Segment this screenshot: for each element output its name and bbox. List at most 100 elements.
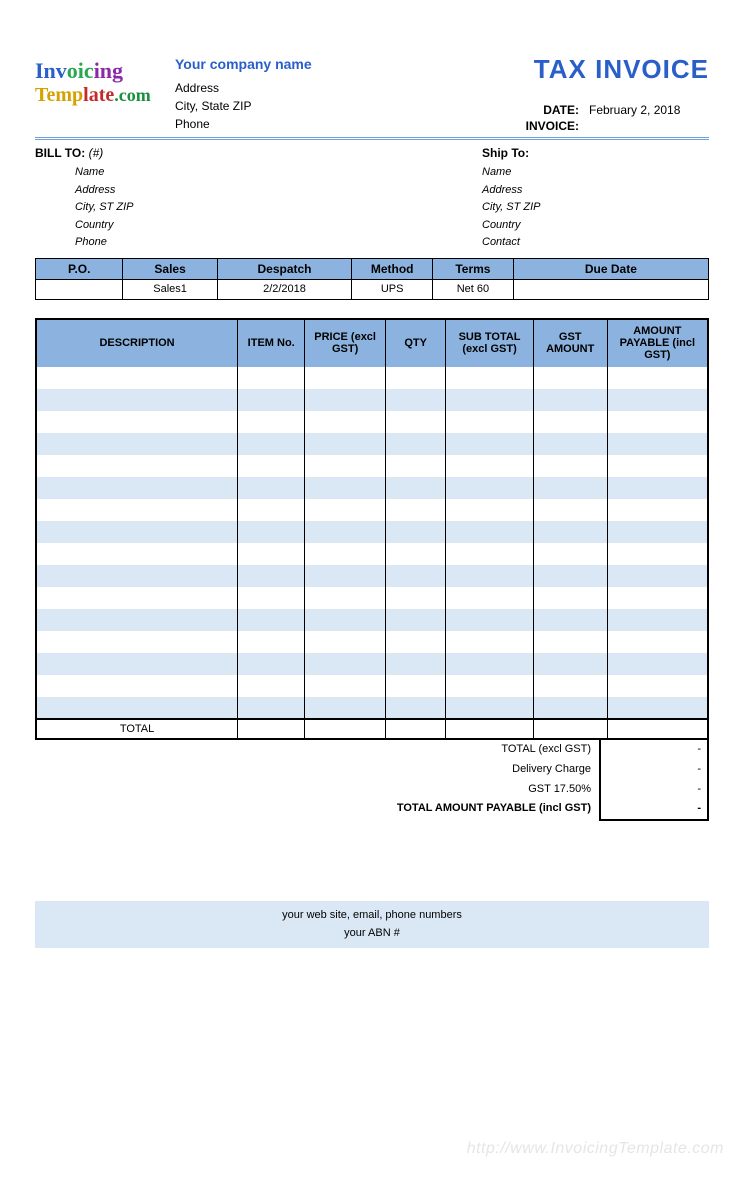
order-header: Despatch [217, 258, 352, 279]
ship-to-block: Ship To: NameAddressCity, ST ZIPCountryC… [372, 146, 709, 252]
item-cell [305, 499, 386, 521]
table-row [36, 367, 708, 389]
item-cell [385, 565, 445, 587]
item-cell [36, 565, 238, 587]
table-row [36, 455, 708, 477]
item-cell [607, 455, 708, 477]
summary-row: TOTAL AMOUNT PAYABLE (incl GST)- [35, 799, 709, 821]
item-cell [238, 433, 305, 455]
summary-label: GST 17.50% [528, 780, 599, 800]
date-label: DATE: [526, 103, 579, 117]
item-cell [607, 433, 708, 455]
item-cell [238, 653, 305, 675]
logo-text: oic [67, 58, 94, 83]
item-cell [446, 411, 533, 433]
item-cell [36, 631, 238, 653]
item-cell [305, 631, 386, 653]
order-info-table: P.O.SalesDespatchMethodTermsDue Date Sal… [35, 258, 709, 300]
total-cell [305, 719, 386, 739]
footer-line1: your web site, email, phone numbers [35, 907, 709, 925]
item-cell [305, 367, 386, 389]
order-cell [36, 279, 123, 299]
items-header: ITEM No. [238, 319, 305, 367]
item-cell [446, 499, 533, 521]
item-cell [36, 389, 238, 411]
item-cell [607, 587, 708, 609]
logo-text: ing [94, 58, 123, 83]
item-cell [533, 543, 607, 565]
item-cell [533, 477, 607, 499]
item-cell [446, 631, 533, 653]
item-cell [238, 565, 305, 587]
item-cell [238, 521, 305, 543]
summary-label: TOTAL (excl GST) [501, 740, 599, 760]
item-cell [36, 411, 238, 433]
ship-to-field: Name [372, 164, 709, 182]
item-cell [533, 499, 607, 521]
date-value: February 2, 2018 [589, 103, 709, 117]
table-row [36, 411, 708, 433]
table-row [36, 433, 708, 455]
table-row [36, 697, 708, 719]
header-divider [35, 137, 709, 140]
summary-row: Delivery Charge- [35, 760, 709, 780]
summary-value: - [599, 760, 709, 780]
item-cell [385, 609, 445, 631]
item-cell [238, 367, 305, 389]
item-cell [238, 675, 305, 697]
bill-to-field: City, ST ZIP [35, 199, 372, 217]
item-cell [385, 587, 445, 609]
bill-to-field: Address [35, 182, 372, 200]
item-cell [305, 609, 386, 631]
company-info: Your company name Address City, State ZI… [175, 50, 516, 133]
item-cell [607, 477, 708, 499]
item-cell [385, 653, 445, 675]
item-cell [36, 697, 238, 719]
item-cell [36, 543, 238, 565]
order-header: P.O. [36, 258, 123, 279]
item-cell [533, 411, 607, 433]
item-cell [446, 587, 533, 609]
item-cell [533, 521, 607, 543]
item-cell [305, 411, 386, 433]
table-row [36, 675, 708, 697]
item-cell [385, 389, 445, 411]
company-address: Address [175, 79, 516, 97]
item-cell [607, 609, 708, 631]
table-row [36, 565, 708, 587]
item-cell [533, 587, 607, 609]
items-header: QTY [385, 319, 445, 367]
item-cell [238, 499, 305, 521]
item-cell [238, 455, 305, 477]
item-cell [36, 499, 238, 521]
item-cell [238, 609, 305, 631]
item-cell [36, 675, 238, 697]
item-cell [533, 433, 607, 455]
footer-line2: your ABN # [35, 925, 709, 943]
order-cell: Sales1 [123, 279, 217, 299]
item-cell [446, 543, 533, 565]
item-cell [446, 389, 533, 411]
ship-to-field: Address [372, 182, 709, 200]
items-header: SUB TOTAL (excl GST) [446, 319, 533, 367]
ship-to-field: City, ST ZIP [372, 199, 709, 217]
table-row [36, 653, 708, 675]
summary-row: TOTAL (excl GST)- [35, 740, 709, 760]
bill-to-field: Country [35, 217, 372, 235]
item-cell [607, 543, 708, 565]
total-label: TOTAL [36, 719, 238, 739]
item-cell [238, 697, 305, 719]
item-cell [533, 697, 607, 719]
logo: Invoicing Template.com [35, 50, 165, 107]
total-cell [238, 719, 305, 739]
logo-text: .com [114, 85, 150, 105]
item-cell [607, 697, 708, 719]
item-cell [607, 521, 708, 543]
summary-row: GST 17.50%- [35, 780, 709, 800]
logo-text: Temp [35, 84, 83, 106]
item-cell [305, 543, 386, 565]
bill-to-field: Name [35, 164, 372, 182]
items-header: GST AMOUNT [533, 319, 607, 367]
table-row [36, 631, 708, 653]
item-cell [385, 675, 445, 697]
